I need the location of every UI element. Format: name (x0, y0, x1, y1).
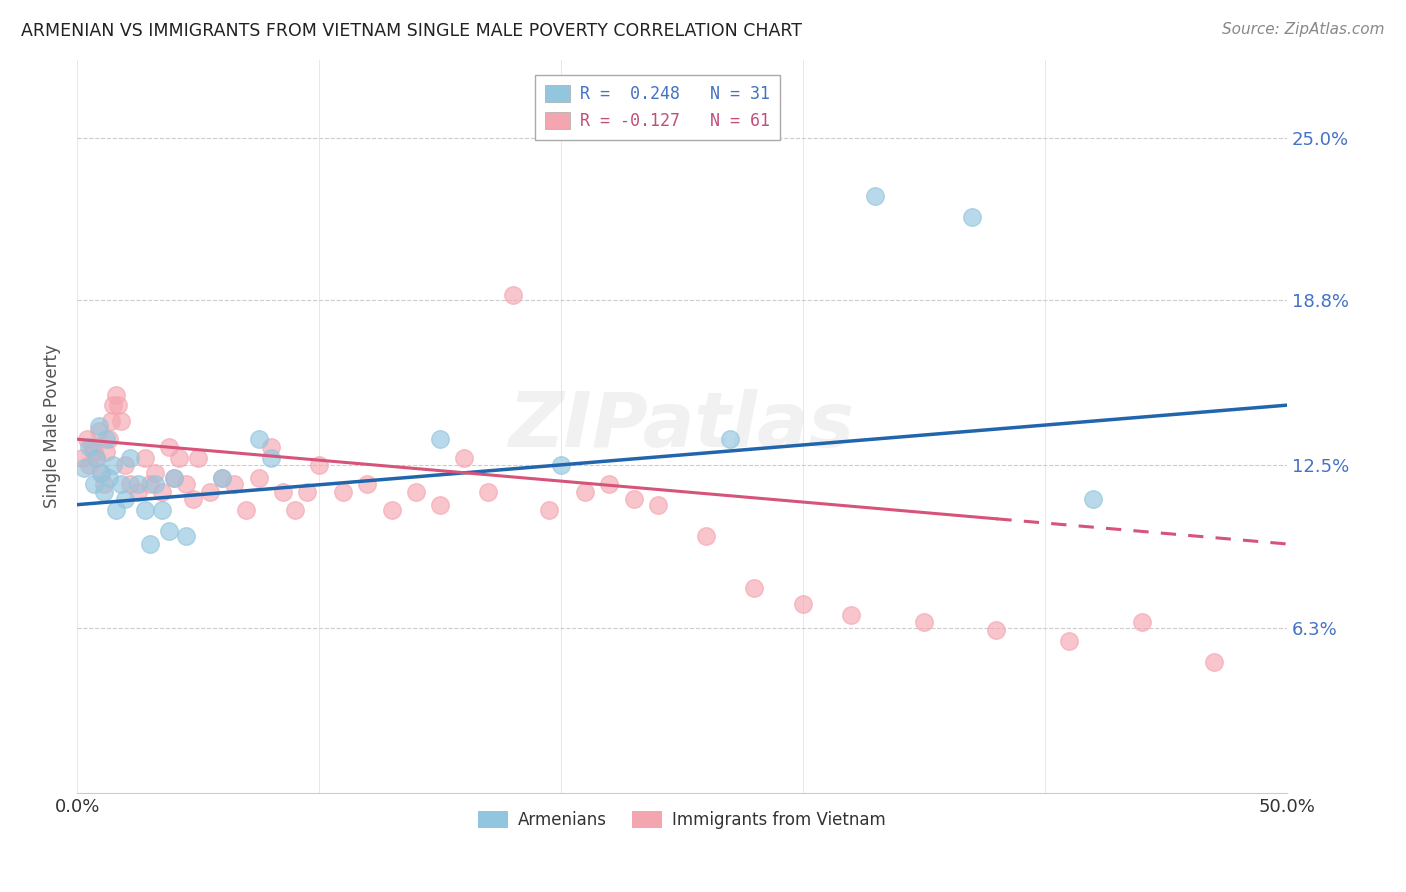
Point (574, 484, 596, 499)
Point (167, 450, 190, 465)
Point (163, 471, 186, 485)
Point (792, 597, 814, 611)
Point (77, 458, 100, 473)
Point (103, 458, 125, 473)
Point (150, 484, 173, 499)
Y-axis label: Single Male Poverty: Single Male Poverty (44, 344, 60, 508)
Point (960, 210, 983, 224)
Point (477, 484, 499, 499)
Point (271, 484, 294, 499)
Point (623, 492, 645, 507)
Point (127, 484, 149, 499)
Point (259, 440, 281, 454)
Point (744, 582, 766, 596)
Point (104, 388, 127, 402)
Point (97, 432, 120, 446)
Point (332, 484, 354, 499)
Text: ZIPatlas: ZIPatlas (509, 389, 855, 463)
Point (83, 445, 105, 459)
Text: Source: ZipAtlas.com: Source: ZipAtlas.com (1222, 22, 1385, 37)
Point (110, 476, 132, 491)
Point (107, 398, 129, 412)
Point (247, 432, 270, 446)
Point (93, 476, 115, 491)
Point (86, 450, 108, 465)
Point (1130, 615, 1153, 630)
Point (120, 450, 142, 465)
Point (187, 450, 209, 465)
Point (429, 432, 451, 446)
Point (127, 476, 149, 491)
Point (87, 425, 110, 439)
Point (138, 537, 160, 551)
Point (308, 458, 330, 473)
Point (1057, 633, 1080, 648)
Point (198, 484, 221, 499)
Point (502, 288, 524, 302)
Point (90, 467, 112, 481)
Legend: Armenians, Immigrants from Vietnam: Armenians, Immigrants from Vietnam (471, 804, 893, 836)
Point (114, 492, 136, 507)
Point (211, 471, 233, 485)
Point (356, 476, 378, 491)
Point (150, 503, 173, 517)
Point (453, 450, 475, 465)
Point (235, 503, 257, 517)
Point (93, 484, 115, 499)
Point (143, 467, 166, 481)
Point (104, 503, 127, 517)
Point (647, 498, 669, 512)
Point (695, 529, 717, 543)
Point (912, 615, 935, 630)
Point (70, 450, 93, 465)
Point (138, 476, 160, 491)
Point (134, 450, 156, 465)
Point (211, 471, 233, 485)
Point (143, 476, 166, 491)
Point (114, 458, 136, 473)
Point (429, 498, 451, 512)
Point (295, 484, 318, 499)
Point (1204, 655, 1226, 669)
Point (598, 476, 620, 491)
Point (381, 503, 404, 517)
Point (83, 476, 105, 491)
Point (97, 471, 120, 485)
Point (174, 529, 197, 543)
Point (94, 445, 117, 459)
Point (174, 476, 197, 491)
Point (94, 432, 117, 446)
Point (86, 450, 108, 465)
Point (103, 398, 125, 412)
Point (550, 458, 572, 473)
Point (718, 432, 741, 446)
Point (986, 624, 1008, 638)
Point (259, 450, 281, 465)
Point (865, 188, 887, 202)
Point (839, 607, 862, 622)
Point (73, 461, 96, 475)
Point (110, 414, 132, 428)
Point (120, 476, 142, 491)
Point (100, 414, 122, 428)
Text: ARMENIAN VS IMMIGRANTS FROM VIETNAM SINGLE MALE POVERTY CORRELATION CHART: ARMENIAN VS IMMIGRANTS FROM VIETNAM SING… (21, 22, 801, 40)
Point (80, 440, 103, 454)
Point (157, 440, 180, 454)
Point (76, 432, 98, 446)
Point (247, 471, 270, 485)
Point (284, 503, 307, 517)
Point (1083, 492, 1105, 507)
Point (87, 419, 110, 434)
Point (224, 476, 246, 491)
Point (134, 503, 156, 517)
Point (537, 503, 560, 517)
Point (90, 467, 112, 481)
Point (181, 492, 204, 507)
Point (77, 440, 100, 454)
Point (405, 484, 427, 499)
Point (163, 471, 186, 485)
Point (157, 524, 180, 538)
